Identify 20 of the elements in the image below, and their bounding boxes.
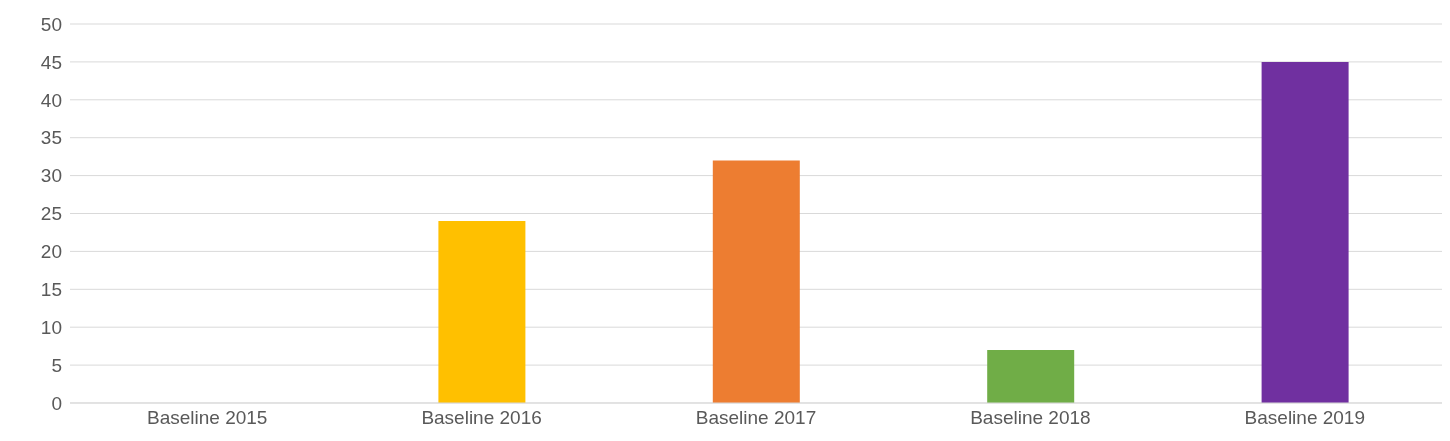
y-tick-label: 30 [40, 165, 62, 187]
y-tick-label: 45 [40, 51, 62, 73]
x-tick-label: Baseline 2018 [970, 407, 1091, 429]
y-tick-label: 40 [40, 89, 62, 111]
y-tick-label: 10 [40, 316, 62, 338]
bar [438, 221, 526, 403]
y-tick-label: 5 [51, 354, 62, 376]
x-tick-label: Baseline 2019 [1244, 407, 1366, 429]
x-tick-label: Baseline 2016 [421, 407, 542, 429]
y-tick-label: 50 [40, 13, 62, 35]
bar [712, 160, 800, 403]
y-tick-label: 15 [40, 279, 62, 301]
bar [987, 349, 1075, 403]
x-tick-label: Baseline 2015 [146, 407, 268, 429]
y-tick-label: 0 [51, 392, 62, 414]
y-tick-label: 35 [40, 127, 62, 149]
y-tick-label: 20 [40, 241, 62, 263]
x-tick-label: Baseline 2017 [695, 407, 817, 429]
y-tick-label: 25 [40, 203, 62, 225]
bar [1261, 61, 1349, 403]
